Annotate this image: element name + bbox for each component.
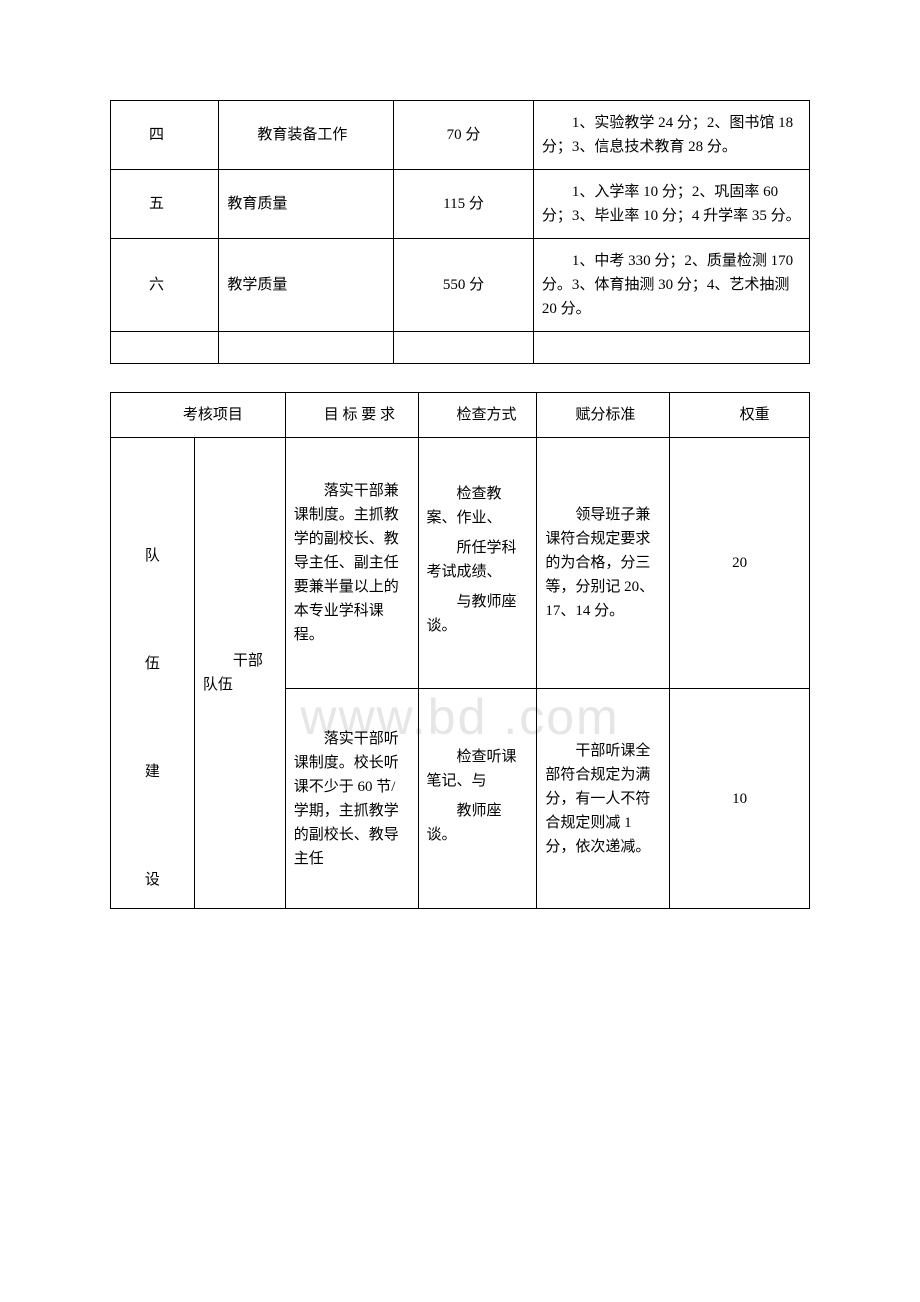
target-cell: 落实干部听课制度。校长听课不少于 60 节/学期，主抓教学的副校长、教导主任	[285, 689, 418, 909]
weight-cell: 20	[670, 438, 810, 689]
page-content: 四 教育装备工作 70 分 1、实验教学 24 分；2、图书馆 18 分；3、信…	[110, 100, 810, 909]
header-check: 检查方式	[418, 393, 537, 438]
header-weight: 权重	[670, 393, 810, 438]
table-row: 六 教学质量 550 分 1、中考 330 分；2、质量检测 170 分。3、体…	[111, 239, 810, 332]
row-index: 六	[111, 239, 219, 332]
row-score: 70 分	[394, 101, 534, 170]
empty-cell	[533, 332, 809, 364]
row-name: 教育质量	[219, 170, 394, 239]
empty-cell	[394, 332, 534, 364]
check-cell: 检查听课笔记、与教师座谈。	[418, 689, 537, 909]
row-name: 教学质量	[219, 239, 394, 332]
weight-cell: 10	[670, 689, 810, 909]
row-detail: 1、入学率 10 分；2、巩固率 60 分；3、毕业率 10 分；4 升学率 3…	[533, 170, 809, 239]
standard-cell: 领导班子兼课符合规定要求的为合格，分三等，分别记 20、17、14 分。	[537, 438, 670, 689]
row-index: 五	[111, 170, 219, 239]
table-row: 五 教育质量 115 分 1、入学率 10 分；2、巩固率 60 分；3、毕业率…	[111, 170, 810, 239]
header-target: 目 标 要 求	[285, 393, 418, 438]
row-name: 教育装备工作	[219, 101, 394, 170]
row-score: 550 分	[394, 239, 534, 332]
group-b-label: 干部队伍	[194, 438, 285, 909]
header-standard: 赋分标准	[537, 393, 670, 438]
group-a-label: 队伍建设	[111, 438, 195, 909]
assessment-table: 考核项目 目 标 要 求 检查方式 赋分标准 权重 队伍建设 干部队伍 落实干部…	[110, 392, 810, 909]
empty-cell	[111, 332, 219, 364]
row-index: 四	[111, 101, 219, 170]
table-row: 四 教育装备工作 70 分 1、实验教学 24 分；2、图书馆 18 分；3、信…	[111, 101, 810, 170]
table-empty-row	[111, 332, 810, 364]
target-cell: 落实干部兼课制度。主抓教学的副校长、教导主任、副主任要兼半量以上的本专业学科课程…	[285, 438, 418, 689]
table-header-row: 考核项目 目 标 要 求 检查方式 赋分标准 权重	[111, 393, 810, 438]
empty-cell	[219, 332, 394, 364]
row-detail: 1、实验教学 24 分；2、图书馆 18 分；3、信息技术教育 28 分。	[533, 101, 809, 170]
summary-table: 四 教育装备工作 70 分 1、实验教学 24 分；2、图书馆 18 分；3、信…	[110, 100, 810, 364]
table-row: 队伍建设 干部队伍 落实干部兼课制度。主抓教学的副校长、教导主任、副主任要兼半量…	[111, 438, 810, 689]
row-score: 115 分	[394, 170, 534, 239]
row-detail: 1、中考 330 分；2、质量检测 170 分。3、体育抽测 30 分；4、艺术…	[533, 239, 809, 332]
header-project: 考核项目	[111, 393, 286, 438]
check-cell: 检查教案、作业、所任学科考试成绩、与教师座谈。	[418, 438, 537, 689]
standard-cell: 干部听课全部符合规定为满分，有一人不符合规定则减 1 分，依次递减。	[537, 689, 670, 909]
